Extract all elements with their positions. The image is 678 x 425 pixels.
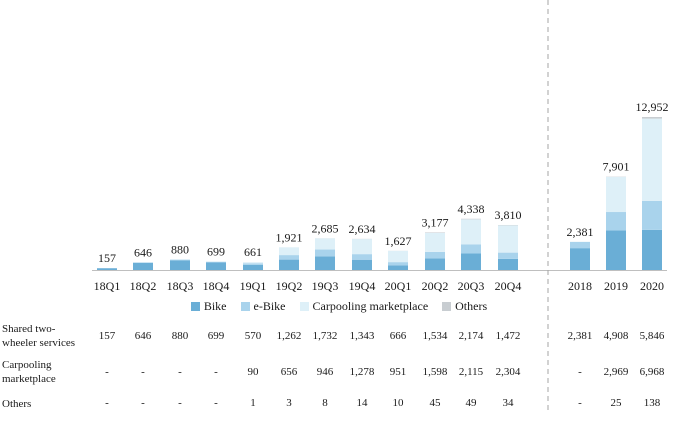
bar-segment-carpooling-marketplace	[606, 177, 626, 212]
bar-segment-e-bike	[425, 252, 445, 258]
legend-swatch	[241, 302, 250, 311]
bar-segment-bike	[461, 253, 481, 270]
chart-legend: Bike e-Bike Carpooling marketplace Others	[0, 297, 678, 315]
bar-segment-bike	[570, 248, 590, 270]
bar-segment-e-bike	[606, 212, 626, 230]
bar-segment-bike	[170, 260, 190, 270]
bar-segment-others	[642, 117, 662, 119]
total-label: 12,952	[636, 100, 669, 114]
bar-segment-carpooling-marketplace	[461, 219, 481, 244]
table-cell: 5,846	[630, 330, 674, 342]
bar-segment-bike	[97, 268, 117, 270]
bar-segment-bike	[498, 259, 518, 270]
x-tick-label: 20Q4	[495, 279, 522, 293]
table-cell: 1,472	[486, 330, 530, 342]
bar-segment-carpooling-marketplace	[425, 233, 445, 252]
legend-item: Bike	[191, 299, 227, 314]
bar-segment-bike	[606, 230, 626, 270]
x-tick-label: 19Q3	[312, 279, 339, 293]
total-label: 2,685	[312, 221, 339, 235]
bar-segment-e-bike	[498, 253, 518, 259]
total-label: 661	[244, 245, 262, 259]
x-tick-label: 19Q4	[349, 279, 376, 293]
legend-label: Others	[455, 299, 487, 314]
bar-segment-e-bike	[243, 263, 263, 265]
row-label: Shared two-wheeler services	[2, 322, 92, 350]
table-cell: 2,304	[486, 366, 530, 378]
total-label: 157	[98, 251, 116, 265]
legend-swatch	[300, 302, 309, 311]
x-tick-label: 20Q1	[385, 279, 412, 293]
bar-segment-bike	[642, 230, 662, 270]
bar-segment-carpooling-marketplace	[315, 238, 335, 249]
bar-segment-bike	[206, 262, 226, 270]
bar-segment-e-bike	[461, 244, 481, 253]
x-tick-label: 18Q3	[167, 279, 194, 293]
legend-swatch	[442, 302, 451, 311]
bar-segment-carpooling-marketplace	[388, 251, 408, 262]
legend-item: Carpooling marketplace	[300, 299, 429, 314]
x-tick-label: 18Q4	[203, 279, 230, 293]
x-tick-label: 18Q2	[130, 279, 157, 293]
x-tick-label: 19Q1	[240, 279, 267, 293]
bar-segment-e-bike	[570, 242, 590, 248]
bar-segment-bike	[243, 265, 263, 270]
bar-segment-e-bike	[206, 262, 226, 263]
bar-segment-carpooling-marketplace	[642, 119, 662, 201]
total-label: 2,381	[567, 225, 594, 239]
x-tick-label: 19Q2	[276, 279, 303, 293]
legend-item: e-Bike	[241, 299, 286, 314]
bar-segment-bike	[425, 258, 445, 270]
bar-segment-bike	[388, 265, 408, 270]
bar-segment-carpooling-marketplace	[243, 262, 263, 263]
x-tick-label: 2018	[568, 279, 592, 293]
table-cell: 6,968	[630, 366, 674, 378]
total-label: 880	[171, 243, 189, 257]
total-label: 699	[207, 245, 225, 259]
row-label: Others	[2, 397, 92, 411]
bar-segment-e-bike	[388, 262, 408, 265]
bar-segment-e-bike	[279, 255, 299, 260]
legend-label: Bike	[204, 299, 227, 314]
legend-item: Others	[442, 299, 487, 314]
legend-label: e-Bike	[254, 299, 286, 314]
total-label: 4,338	[458, 202, 485, 216]
bar-segment-carpooling-marketplace	[498, 225, 518, 252]
bar-segment-bike	[315, 256, 335, 270]
legend-swatch	[191, 302, 200, 311]
bar-segment-e-bike	[352, 254, 372, 260]
bar-segment-bike	[133, 263, 153, 270]
total-label: 1,627	[385, 234, 412, 248]
bar-segment-e-bike	[315, 250, 335, 257]
total-label: 1,921	[276, 230, 303, 244]
table-cell: 34	[486, 397, 530, 409]
revenue-chart: 157 18Q1 646 18Q2 880 18Q3 699 18Q4 661 19Q1 1,921…	[0, 0, 678, 412]
x-tick-label: 18Q1	[94, 279, 121, 293]
bar-segment-bike	[279, 260, 299, 270]
total-label: 2,634	[349, 222, 376, 236]
table-cell: 138	[630, 397, 674, 409]
total-label: 3,810	[495, 208, 522, 222]
bar-segment-e-bike	[170, 260, 190, 261]
total-label: 7,901	[603, 160, 630, 174]
bar-segment-carpooling-marketplace	[352, 239, 372, 254]
total-label: 3,177	[422, 215, 449, 229]
bar-segment-carpooling-marketplace	[279, 247, 299, 255]
x-tick-label: 2019	[604, 279, 628, 293]
bar-segment-e-bike	[133, 262, 153, 263]
x-tick-label: 2020	[640, 279, 664, 293]
bar-segment-others	[461, 219, 481, 220]
bar-segment-bike	[352, 260, 372, 270]
x-tick-label: 20Q2	[422, 279, 449, 293]
legend-label: Carpooling marketplace	[313, 299, 429, 314]
bar-segment-others	[425, 232, 445, 233]
bar-segment-e-bike	[642, 201, 662, 230]
x-tick-label: 20Q3	[458, 279, 485, 293]
total-label: 646	[134, 245, 152, 259]
